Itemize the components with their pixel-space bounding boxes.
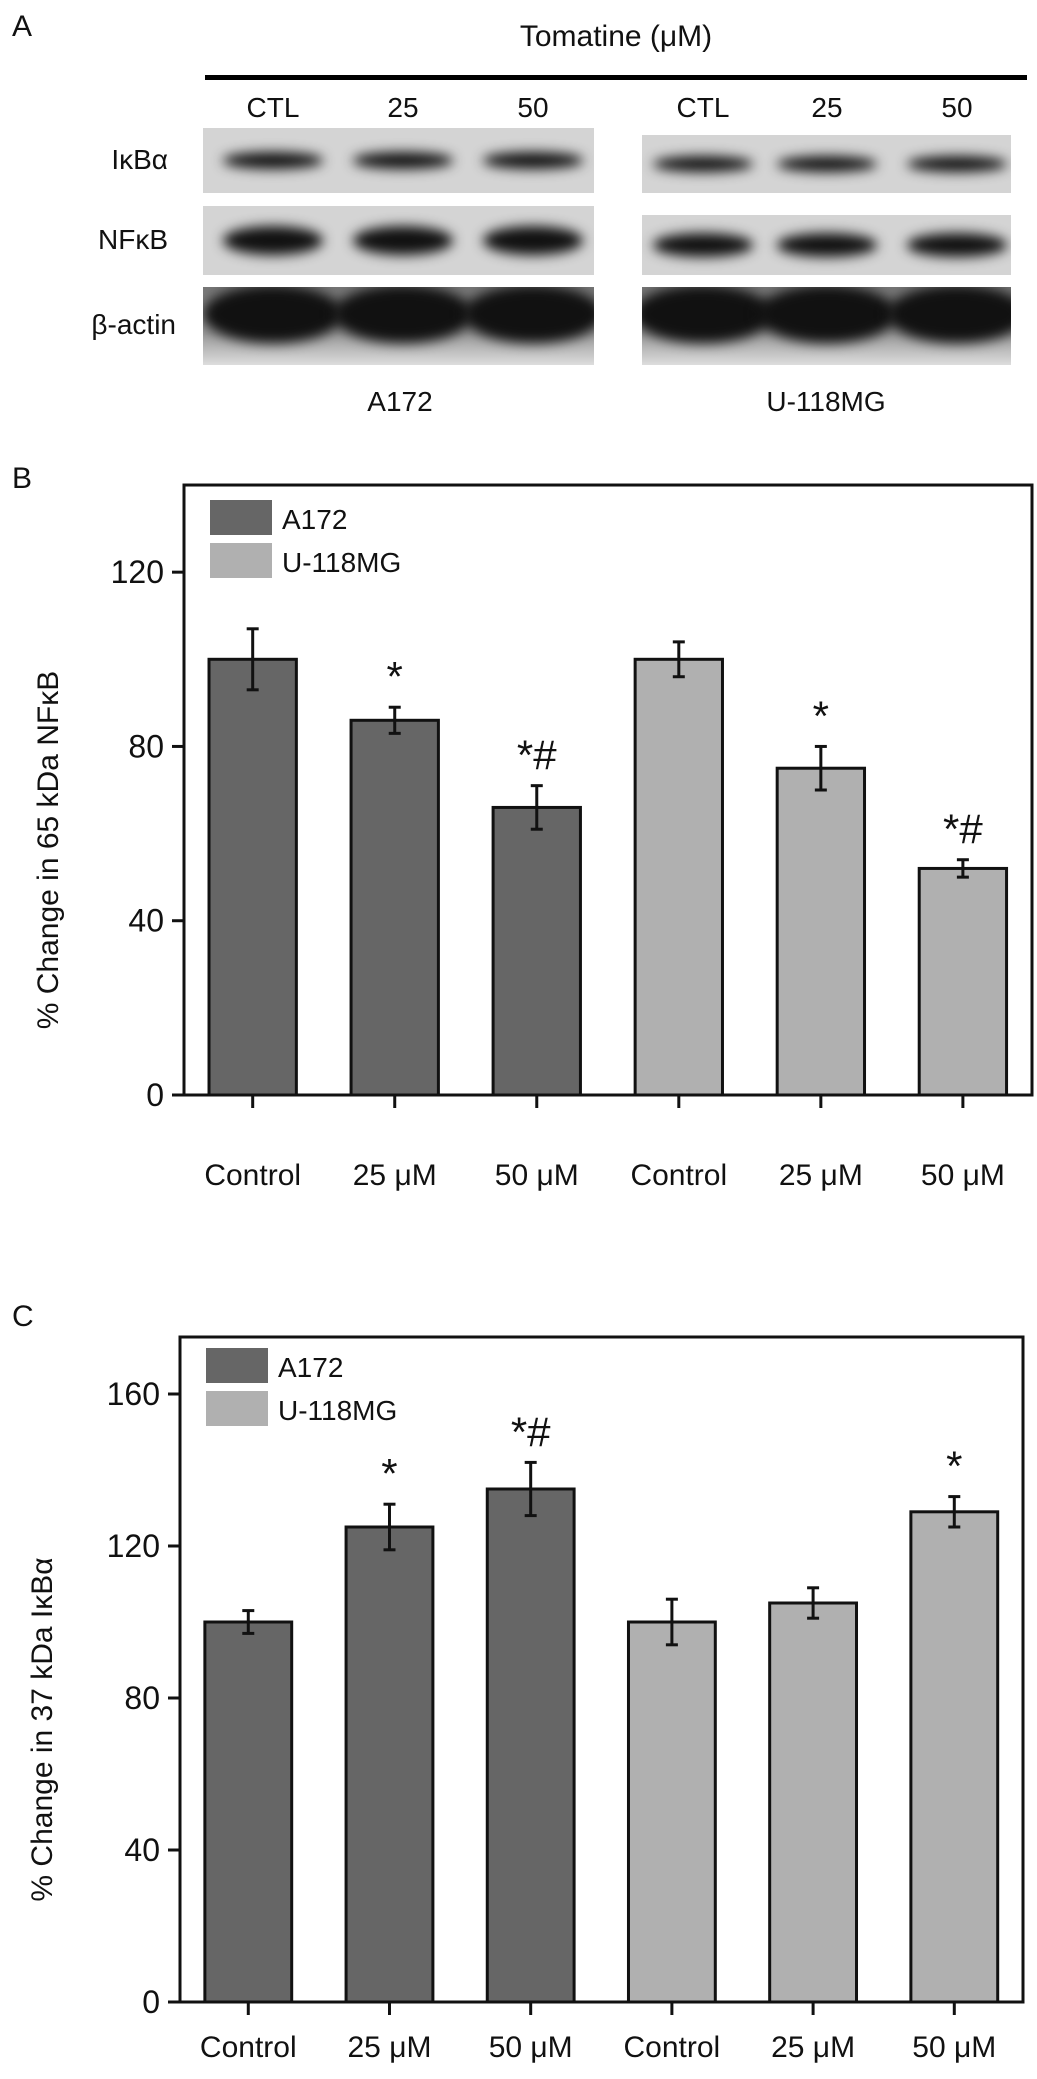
plot-frame xyxy=(182,483,1034,1097)
blot-strip xyxy=(203,287,594,365)
cell-line-label-a172: A172 xyxy=(367,386,433,417)
protein-band xyxy=(483,226,583,255)
legend-swatch-a172 xyxy=(210,500,272,535)
protein-band xyxy=(653,233,753,257)
row-label-actin: β-actin xyxy=(91,309,176,340)
legend-label: U-118MG xyxy=(278,1395,397,1426)
row-label-ikba: IκBα xyxy=(111,144,168,175)
bar-u-118mg xyxy=(633,657,724,1097)
y-tick-label: 0 xyxy=(146,1077,164,1113)
protein-band xyxy=(353,226,453,255)
protein-band xyxy=(907,156,1007,172)
lane-label: 50 xyxy=(941,92,973,123)
significance-label: *# xyxy=(517,732,557,779)
y-tick-label: 120 xyxy=(111,554,164,590)
panel-c-label: C xyxy=(12,1300,34,1333)
y-tick-label: 80 xyxy=(124,1680,160,1716)
panel-b-label: B xyxy=(12,462,33,495)
y-tick-label: 120 xyxy=(107,1528,160,1564)
significance-label: *# xyxy=(511,1408,551,1455)
bar-a172 xyxy=(349,718,440,1097)
protein-band xyxy=(483,152,583,169)
blot-strip xyxy=(642,215,1011,275)
lane-label: 50 xyxy=(517,92,549,123)
blot-strip xyxy=(642,135,1011,193)
lane-label: 25 xyxy=(811,92,843,123)
row-label-nfkb: NFκB xyxy=(98,224,168,255)
x-tick-label: 50 μM xyxy=(912,2031,996,2064)
x-tick-label: Control xyxy=(630,1159,727,1192)
x-tick-label: 25 μM xyxy=(771,2031,855,2064)
protein-band xyxy=(203,287,343,344)
protein-band xyxy=(642,287,773,344)
x-tick-label: Control xyxy=(200,2031,297,2064)
x-tick-label: 25 μM xyxy=(779,1159,863,1192)
plot-frame xyxy=(178,1335,1025,2004)
significance-label: *# xyxy=(943,806,983,853)
y-axis-label: % Change in 65 kDa NFκB xyxy=(32,671,65,1030)
x-tick-label: 25 μM xyxy=(353,1159,437,1192)
y-tick-label: 0 xyxy=(142,1984,160,2020)
lane-label: 25 xyxy=(387,92,419,123)
legend-swatch-a172 xyxy=(206,1348,268,1383)
x-tick-label: 50 μM xyxy=(495,1159,579,1192)
x-tick-label: 50 μM xyxy=(489,2031,573,2064)
bar-u-118mg xyxy=(768,1601,859,2004)
bar-u-118mg xyxy=(909,1510,1000,2004)
protein-band xyxy=(653,156,753,172)
bar-a172 xyxy=(203,1620,294,2004)
protein-band xyxy=(353,152,453,169)
significance-label: * xyxy=(813,692,829,739)
x-tick-label: Control xyxy=(624,2031,721,2064)
treatment-title: Tomatine (μM) xyxy=(519,20,713,53)
bar-u-118mg xyxy=(917,866,1009,1097)
y-tick-label: 40 xyxy=(124,1832,160,1868)
bar-u-118mg xyxy=(626,1620,717,2004)
protein-band xyxy=(223,226,323,255)
blot-strip xyxy=(203,206,594,275)
treatment-bar xyxy=(205,75,1027,80)
protein-band xyxy=(757,287,897,344)
x-tick-label: Control xyxy=(204,1159,301,1192)
x-tick-label: 25 μM xyxy=(347,2031,431,2064)
panel-a-label: A xyxy=(12,10,33,43)
legend-label: A172 xyxy=(282,504,347,535)
bar-a172 xyxy=(207,657,298,1097)
protein-band xyxy=(777,233,877,257)
legend-swatch-u-118mg xyxy=(206,1391,268,1426)
significance-label: * xyxy=(381,1450,397,1497)
protein-band xyxy=(463,287,594,344)
y-tick-label: 160 xyxy=(107,1376,160,1412)
legend-label: U-118MG xyxy=(282,547,401,578)
y-axis-label: % Change in 37 kDa IκBα xyxy=(26,1557,59,1901)
bar-a172 xyxy=(485,1487,576,2004)
blot-strip xyxy=(642,287,1011,365)
protein-band xyxy=(887,287,1011,344)
bar-a172 xyxy=(344,1525,435,2004)
significance-label: * xyxy=(387,653,403,700)
chart-0-group: 0 40 80 120 % Change in 65 kDa NFκB Control * 2… xyxy=(32,483,1034,1192)
protein-band xyxy=(333,287,473,344)
bar-a172 xyxy=(491,805,582,1097)
lane-label: CTL xyxy=(246,92,300,123)
y-tick-label: 80 xyxy=(128,728,164,764)
protein-band xyxy=(907,233,1007,257)
cell-line-label-u118mg: U-118MG xyxy=(766,386,886,417)
legend-swatch-u-118mg xyxy=(210,543,272,578)
legend-label: A172 xyxy=(278,1352,343,1383)
y-tick-label: 40 xyxy=(128,903,164,939)
protein-band xyxy=(777,156,877,172)
lane-label: CTL xyxy=(676,92,730,123)
blot-strip xyxy=(203,128,594,193)
chart-1-group: 0 40 80 120 160 % Change in 37 kDa IκBα Contro… xyxy=(26,1335,1025,2064)
x-tick-label: 50 μM xyxy=(921,1159,1005,1192)
bar-u-118mg xyxy=(775,766,867,1097)
significance-label: * xyxy=(946,1443,962,1490)
protein-band xyxy=(223,152,323,169)
